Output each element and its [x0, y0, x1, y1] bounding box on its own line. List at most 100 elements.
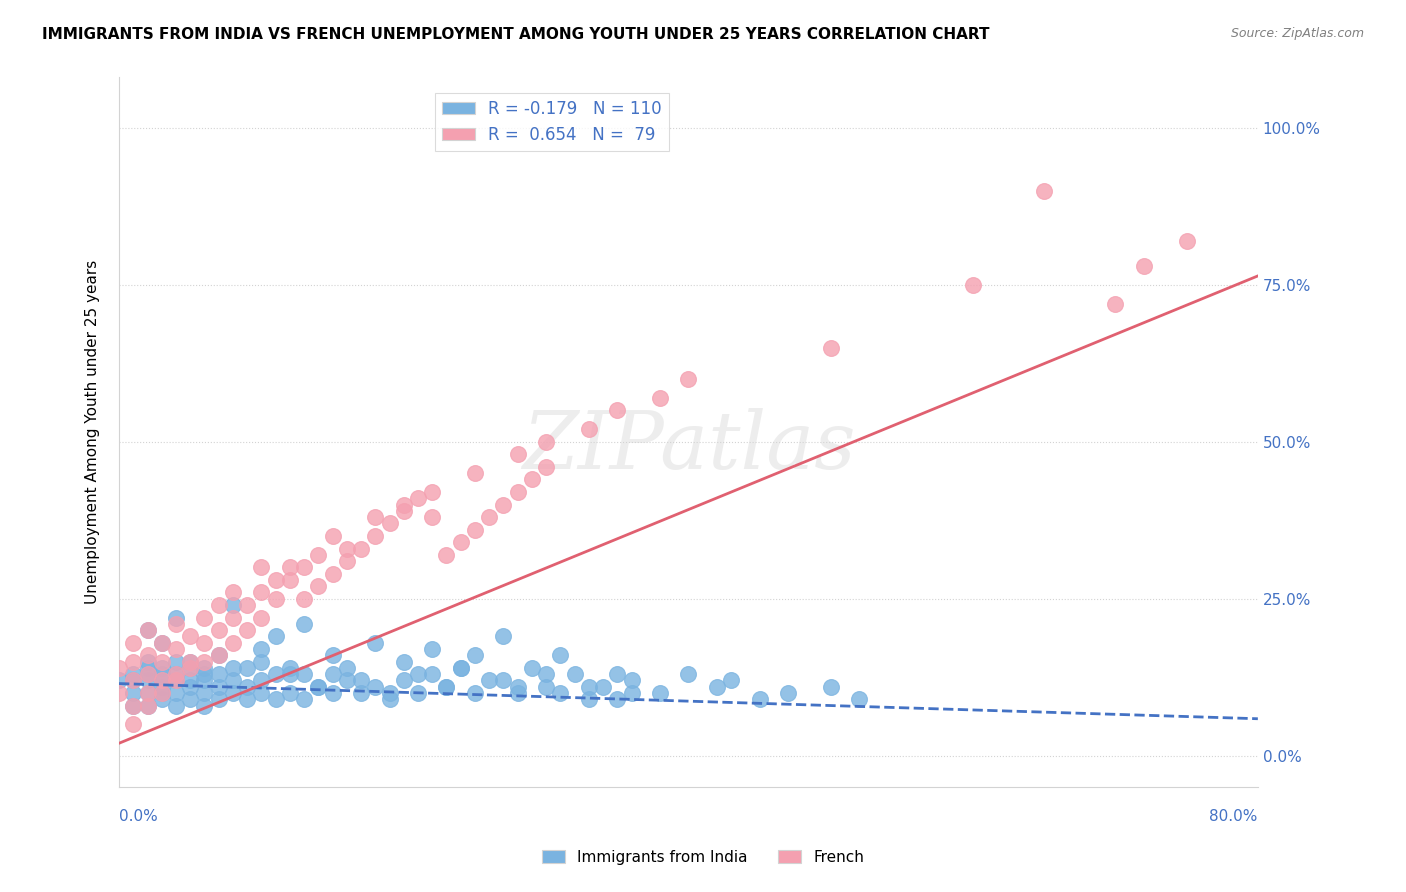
Point	[420, 667, 443, 681]
Point	[534, 459, 557, 474]
Point	[122, 698, 145, 713]
Point	[406, 667, 429, 681]
Point	[307, 579, 329, 593]
Point	[165, 698, 187, 713]
Point	[492, 630, 515, 644]
Point	[464, 686, 486, 700]
Point	[606, 403, 628, 417]
Point	[264, 692, 287, 706]
Point	[420, 485, 443, 500]
Point	[222, 610, 245, 624]
Point	[848, 692, 870, 706]
Point	[136, 623, 159, 637]
Point	[322, 529, 344, 543]
Point	[150, 667, 173, 681]
Text: IMMIGRANTS FROM INDIA VS FRENCH UNEMPLOYMENT AMONG YOUTH UNDER 25 YEARS CORRELAT: IMMIGRANTS FROM INDIA VS FRENCH UNEMPLOY…	[42, 27, 990, 42]
Point	[406, 491, 429, 506]
Point	[250, 642, 273, 657]
Point	[450, 661, 472, 675]
Point	[534, 434, 557, 449]
Point	[136, 686, 159, 700]
Point	[278, 686, 301, 700]
Point	[820, 680, 842, 694]
Point	[464, 466, 486, 480]
Text: 80.0%: 80.0%	[1209, 809, 1258, 824]
Point	[606, 667, 628, 681]
Point	[520, 661, 543, 675]
Point	[350, 686, 373, 700]
Point	[179, 630, 201, 644]
Legend: Immigrants from India, French: Immigrants from India, French	[536, 844, 870, 871]
Point	[378, 692, 401, 706]
Point	[292, 692, 315, 706]
Point	[606, 692, 628, 706]
Point	[820, 341, 842, 355]
Point	[236, 661, 259, 675]
Point	[264, 630, 287, 644]
Point	[222, 661, 245, 675]
Point	[506, 680, 529, 694]
Point	[364, 636, 387, 650]
Point	[307, 548, 329, 562]
Point	[108, 661, 131, 675]
Point	[264, 591, 287, 606]
Point	[122, 686, 145, 700]
Point	[108, 686, 131, 700]
Point	[678, 667, 700, 681]
Point	[278, 667, 301, 681]
Point	[278, 560, 301, 574]
Point	[322, 648, 344, 663]
Point	[292, 667, 315, 681]
Point	[364, 510, 387, 524]
Point	[550, 648, 572, 663]
Point	[506, 447, 529, 461]
Point	[1033, 184, 1056, 198]
Point	[193, 698, 215, 713]
Point	[250, 673, 273, 688]
Point	[193, 686, 215, 700]
Point	[1133, 259, 1156, 273]
Point	[150, 686, 173, 700]
Point	[550, 686, 572, 700]
Text: 0.0%: 0.0%	[120, 809, 157, 824]
Point	[364, 529, 387, 543]
Point	[208, 623, 231, 637]
Point	[208, 648, 231, 663]
Point	[578, 692, 600, 706]
Point	[165, 610, 187, 624]
Point	[150, 636, 173, 650]
Point	[620, 673, 643, 688]
Point	[406, 686, 429, 700]
Point	[136, 686, 159, 700]
Point	[564, 667, 586, 681]
Point	[208, 648, 231, 663]
Point	[136, 667, 159, 681]
Point	[464, 523, 486, 537]
Point	[520, 472, 543, 486]
Point	[307, 680, 329, 694]
Point	[165, 616, 187, 631]
Point	[193, 610, 215, 624]
Point	[179, 661, 201, 675]
Point	[592, 680, 614, 694]
Point	[450, 535, 472, 549]
Point	[436, 548, 458, 562]
Point	[122, 717, 145, 731]
Point	[136, 623, 159, 637]
Point	[136, 673, 159, 688]
Point	[193, 673, 215, 688]
Point	[1175, 234, 1198, 248]
Point	[150, 661, 173, 675]
Point	[208, 667, 231, 681]
Point	[150, 636, 173, 650]
Point	[250, 655, 273, 669]
Point	[222, 598, 245, 612]
Point	[193, 655, 215, 669]
Point	[208, 692, 231, 706]
Point	[307, 680, 329, 694]
Point	[534, 680, 557, 694]
Point	[150, 686, 173, 700]
Point	[436, 680, 458, 694]
Point	[292, 591, 315, 606]
Point	[165, 655, 187, 669]
